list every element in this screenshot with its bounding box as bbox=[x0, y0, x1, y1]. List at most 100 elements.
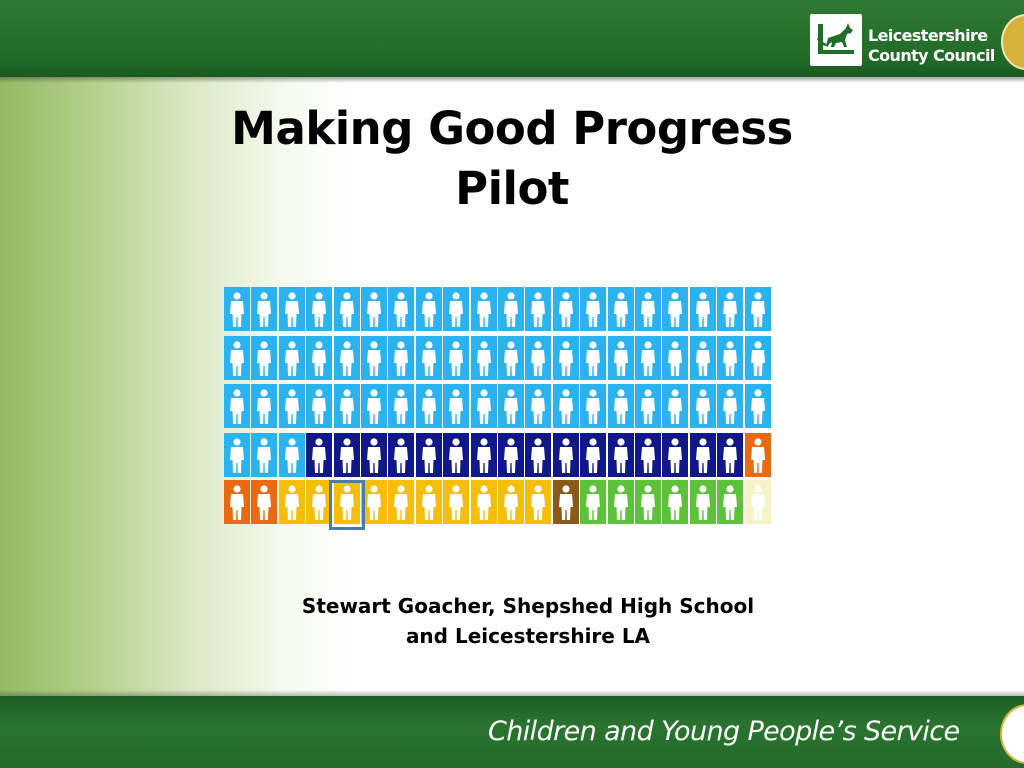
person-icon bbox=[662, 336, 688, 380]
person-icon bbox=[690, 433, 716, 477]
people-grid bbox=[224, 287, 772, 527]
person-icon bbox=[635, 480, 661, 524]
person-icon bbox=[416, 287, 442, 331]
person-icon bbox=[745, 480, 771, 524]
person-icon bbox=[745, 433, 771, 477]
person-icon bbox=[471, 480, 497, 524]
person-icon bbox=[580, 336, 606, 380]
person-icon bbox=[690, 336, 716, 380]
person-icon bbox=[662, 384, 688, 428]
person-icon bbox=[662, 480, 688, 524]
person-icon bbox=[553, 384, 579, 428]
person-icon bbox=[635, 384, 661, 428]
people-row bbox=[224, 287, 772, 331]
person-icon bbox=[635, 336, 661, 380]
person-icon bbox=[416, 480, 442, 524]
footer-service-name: Children and Young People’s Service bbox=[488, 716, 960, 747]
person-icon bbox=[580, 384, 606, 428]
person-icon bbox=[553, 287, 579, 331]
person-icon bbox=[443, 384, 469, 428]
person-icon bbox=[635, 433, 661, 477]
person-icon bbox=[745, 384, 771, 428]
person-icon bbox=[443, 336, 469, 380]
person-icon bbox=[361, 336, 387, 380]
person-icon bbox=[525, 480, 551, 524]
people-row bbox=[224, 480, 772, 524]
person-icon bbox=[334, 384, 360, 428]
person-icon bbox=[525, 433, 551, 477]
person-icon bbox=[471, 433, 497, 477]
person-icon bbox=[251, 336, 277, 380]
person-icon bbox=[553, 433, 579, 477]
person-icon bbox=[443, 433, 469, 477]
person-icon bbox=[361, 287, 387, 331]
slide-title: Making Good Progress Pilot bbox=[112, 99, 912, 219]
footer-shadow bbox=[0, 690, 1024, 696]
person-icon bbox=[635, 287, 661, 331]
person-icon bbox=[251, 433, 277, 477]
fox-emblem-icon bbox=[810, 14, 862, 66]
council-name-line2: County Council bbox=[868, 46, 995, 65]
person-icon bbox=[690, 287, 716, 331]
person-icon bbox=[580, 480, 606, 524]
council-name: Leicestershire County Council bbox=[868, 26, 1018, 66]
person-icon bbox=[388, 336, 414, 380]
person-icon bbox=[745, 336, 771, 380]
person-icon bbox=[498, 480, 524, 524]
person-icon bbox=[608, 336, 634, 380]
person-icon bbox=[306, 336, 332, 380]
person-icon bbox=[498, 287, 524, 331]
person-icon bbox=[224, 480, 250, 524]
person-icon bbox=[498, 433, 524, 477]
person-icon bbox=[388, 480, 414, 524]
people-row bbox=[224, 336, 772, 380]
header-shadow bbox=[0, 77, 1024, 83]
person-icon bbox=[580, 433, 606, 477]
people-row bbox=[224, 433, 772, 477]
person-icon bbox=[279, 336, 305, 380]
person-icon bbox=[717, 287, 743, 331]
person-icon bbox=[471, 336, 497, 380]
person-icon bbox=[690, 384, 716, 428]
person-icon bbox=[525, 336, 551, 380]
person-icon bbox=[580, 287, 606, 331]
person-icon bbox=[443, 480, 469, 524]
person-icon bbox=[251, 384, 277, 428]
person-icon bbox=[416, 336, 442, 380]
person-icon bbox=[279, 433, 305, 477]
person-icon bbox=[498, 384, 524, 428]
slide-title-line1: Making Good Progress bbox=[231, 102, 793, 155]
person-icon bbox=[306, 480, 332, 524]
person-icon bbox=[608, 287, 634, 331]
person-icon bbox=[553, 336, 579, 380]
person-icon bbox=[279, 384, 305, 428]
person-icon bbox=[416, 384, 442, 428]
person-icon bbox=[717, 480, 743, 524]
person-icon bbox=[279, 287, 305, 331]
person-icon bbox=[608, 480, 634, 524]
person-icon bbox=[745, 287, 771, 331]
footer-band bbox=[0, 696, 1024, 768]
person-icon bbox=[662, 433, 688, 477]
slide-title-line2: Pilot bbox=[455, 162, 569, 215]
person-icon bbox=[553, 480, 579, 524]
author-line2: and Leicestershire LA bbox=[405, 624, 651, 648]
person-icon bbox=[306, 287, 332, 331]
person-icon bbox=[717, 336, 743, 380]
author-credit: Stewart Goacher, Shepshed High School an… bbox=[178, 591, 878, 651]
person-icon bbox=[224, 384, 250, 428]
person-icon bbox=[251, 287, 277, 331]
council-logo: Leicestershire County Council bbox=[810, 14, 1024, 70]
person-icon bbox=[662, 287, 688, 331]
author-line1: Stewart Goacher, Shepshed High School bbox=[301, 594, 755, 618]
person-icon bbox=[361, 433, 387, 477]
person-icon bbox=[334, 433, 360, 477]
person-icon bbox=[388, 287, 414, 331]
person-icon bbox=[306, 433, 332, 477]
person-icon bbox=[717, 433, 743, 477]
council-name-line1: Leicestershire bbox=[868, 26, 988, 45]
person-icon bbox=[608, 433, 634, 477]
person-icon bbox=[690, 480, 716, 524]
person-icon bbox=[334, 287, 360, 331]
person-icon bbox=[416, 433, 442, 477]
